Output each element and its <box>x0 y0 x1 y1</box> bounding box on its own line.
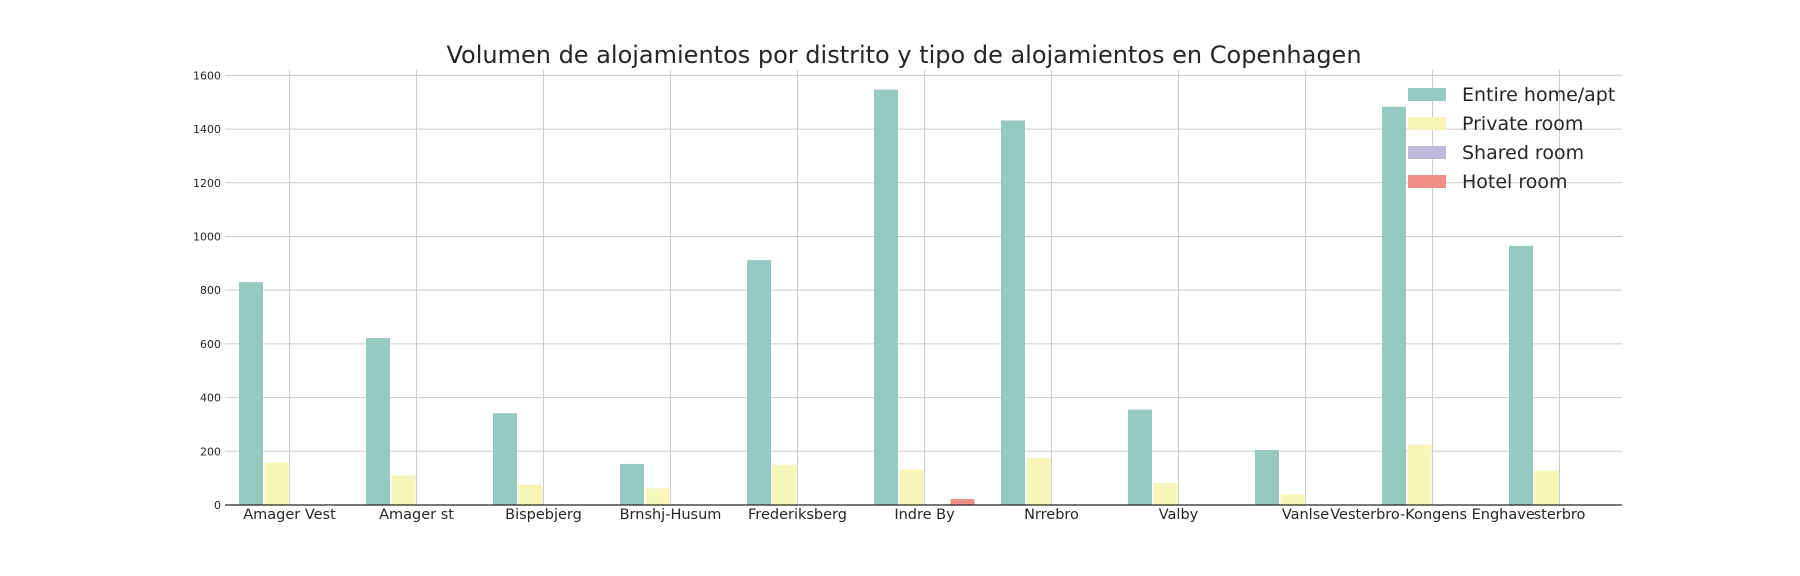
legend-label: Private room <box>1462 113 1583 135</box>
x-tick-label: Valby <box>1159 507 1199 523</box>
bar-private-room <box>1153 482 1178 505</box>
x-tick-label: sterbro <box>1534 507 1586 523</box>
legend-swatch <box>1408 146 1446 159</box>
chart-title: Volumen de alojamientos por distrito y t… <box>446 41 1361 69</box>
bar-private-room <box>391 475 416 505</box>
bar-entire-home-apt <box>1382 106 1406 505</box>
bar-private-room <box>645 488 670 505</box>
y-tick-label: 1000 <box>193 230 221 243</box>
x-tick-label: Frederiksberg <box>748 507 847 523</box>
bar-private-room <box>1407 444 1432 505</box>
bar-entire-home-apt <box>1128 409 1152 505</box>
bar-private-room <box>899 469 924 505</box>
x-tick-label: Amager Vest <box>243 507 336 523</box>
bar-private-room <box>1280 494 1305 505</box>
y-tick-label: 200 <box>200 445 221 458</box>
bar-entire-home-apt <box>239 282 263 505</box>
bar-private-room <box>1534 470 1559 505</box>
y-tick-labels: 0 200 400 600 800 1000 1200 1400 1600 <box>193 69 221 512</box>
x-tick-label: Vesterbro-Kongens Enghave <box>1330 507 1535 523</box>
bar-private-room <box>264 462 289 505</box>
bar-private-room <box>772 464 797 505</box>
legend-label: Shared room <box>1462 142 1584 164</box>
bar-hotel-room <box>950 499 975 505</box>
x-tick-label: Bispebjerg <box>505 507 582 523</box>
legend-swatch <box>1408 175 1446 188</box>
bar-entire-home-apt <box>874 89 898 505</box>
legend-swatch <box>1408 88 1446 101</box>
x-tick-label: Brnshj-Husum <box>620 507 722 523</box>
x-tick-labels: Amager Vest Amager st Bispebjerg Brnshj-Hus… <box>243 507 1585 523</box>
legend-label: Entire home/apt <box>1462 84 1615 106</box>
bar-private-room <box>518 484 543 505</box>
y-tick-label: 0 <box>214 499 221 512</box>
y-tick-label: 800 <box>200 284 221 297</box>
bar-entire-home-apt <box>366 337 390 505</box>
y-tick-label: 1600 <box>193 69 221 82</box>
bar-entire-home-apt <box>493 413 517 505</box>
y-tick-label: 1200 <box>193 177 221 190</box>
bar-private-room <box>1026 458 1051 505</box>
legend-swatch <box>1408 117 1446 130</box>
bar-entire-home-apt <box>1255 449 1279 505</box>
grid <box>225 70 1622 506</box>
x-tick-label: Indre By <box>894 507 955 523</box>
x-tick-label: Nrrebro <box>1024 507 1079 523</box>
y-tick-label: 600 <box>200 338 221 351</box>
legend: Entire home/apt Private room Shared room Ho… <box>1408 84 1615 193</box>
bars <box>239 89 1559 506</box>
y-tick-label: 1400 <box>193 123 221 136</box>
x-tick-label: Vanlse <box>1282 507 1329 523</box>
bar-entire-home-apt <box>747 260 771 505</box>
bar-entire-home-apt <box>620 463 644 505</box>
bar-entire-home-apt <box>1001 120 1025 506</box>
y-tick-label: 400 <box>200 392 221 405</box>
legend-label: Hotel room <box>1462 171 1568 193</box>
bar-entire-home-apt <box>1509 245 1533 505</box>
x-tick-label: Amager st <box>379 507 454 523</box>
